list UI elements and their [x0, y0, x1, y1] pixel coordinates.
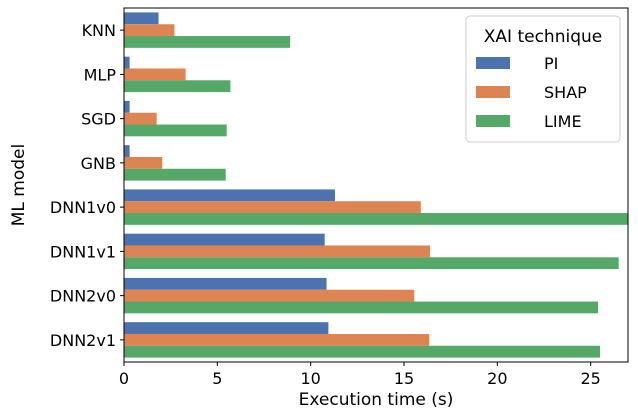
- bar-sgd-pi: [124, 100, 130, 113]
- x-tick-label: 25: [580, 369, 600, 388]
- x-tick-label: 5: [212, 369, 222, 388]
- bar-knn-pi: [124, 12, 159, 25]
- bar-dnn1v1-lime: [124, 257, 619, 270]
- bar-knn-shap: [124, 24, 175, 37]
- legend-swatch-shap: [476, 86, 510, 98]
- x-tick-label: 0: [119, 369, 129, 388]
- legend-label-shap: SHAP: [544, 83, 587, 102]
- bar-knn-lime: [124, 36, 291, 48]
- bar-sgd-lime: [124, 124, 227, 137]
- y-axis-ticks: KNN MLP SGD GNB DNN1v0 DNN1v1 DNN2v0 DNN2v1: [50, 21, 124, 350]
- bar-dnn2v0-pi: [124, 277, 327, 290]
- legend: XAI technique PI SHAP LIME: [465, 15, 621, 143]
- bar-dnn2v0-shap: [124, 289, 415, 302]
- y-tick-label: SGD: [81, 110, 116, 129]
- bar-dnn2v0-lime: [124, 301, 599, 314]
- legend-swatch-pi: [476, 57, 510, 69]
- legend-swatch-lime: [476, 115, 510, 127]
- bar-dnn1v0-shap: [124, 201, 421, 214]
- y-tick-label: DNN2v0: [50, 287, 116, 306]
- x-axis-ticks: 0 5 10 15 20 25: [119, 362, 601, 388]
- x-axis-label: Execution time (s): [299, 390, 454, 410]
- y-tick-label: DNN2v1: [50, 331, 116, 350]
- bar-sgd-shap: [124, 112, 157, 125]
- bar-mlp-lime: [124, 80, 231, 93]
- bar-gnb-shap: [124, 156, 163, 169]
- y-tick-label: GNB: [81, 154, 116, 173]
- legend-label-lime: LIME: [544, 112, 582, 131]
- bar-dnn2v1-pi: [124, 322, 329, 334]
- legend-label-pi: PI: [544, 54, 558, 73]
- y-tick-label: KNN: [82, 21, 116, 40]
- bar-dnn2v1-shap: [124, 333, 430, 346]
- bars-group: [124, 12, 628, 358]
- bar-dnn1v1-pi: [124, 233, 325, 246]
- bar-gnb-pi: [124, 145, 130, 157]
- bar-gnb-lime: [124, 168, 226, 181]
- legend-items: PI SHAP LIME: [476, 54, 587, 131]
- bar-dnn1v0-pi: [124, 189, 335, 202]
- x-tick-label: 20: [487, 369, 507, 388]
- plot-frame: [123, 7, 629, 363]
- legend-title: XAI technique: [484, 27, 602, 47]
- bar-dnn2v1-lime: [124, 345, 600, 358]
- bar-mlp-pi: [124, 56, 130, 69]
- y-axis-label: ML model: [9, 144, 29, 226]
- y-tick-label: MLP: [84, 65, 117, 84]
- bar-dnn1v1-shap: [124, 245, 431, 258]
- bar-dnn1v0-lime: [124, 213, 628, 225]
- bar-mlp-shap: [124, 68, 186, 81]
- x-tick-label: 10: [300, 369, 320, 388]
- legend-box: [465, 15, 621, 143]
- x-tick-label: 15: [394, 369, 414, 388]
- y-tick-label: DNN1v0: [50, 198, 116, 217]
- y-tick-label: DNN1v1: [50, 242, 116, 261]
